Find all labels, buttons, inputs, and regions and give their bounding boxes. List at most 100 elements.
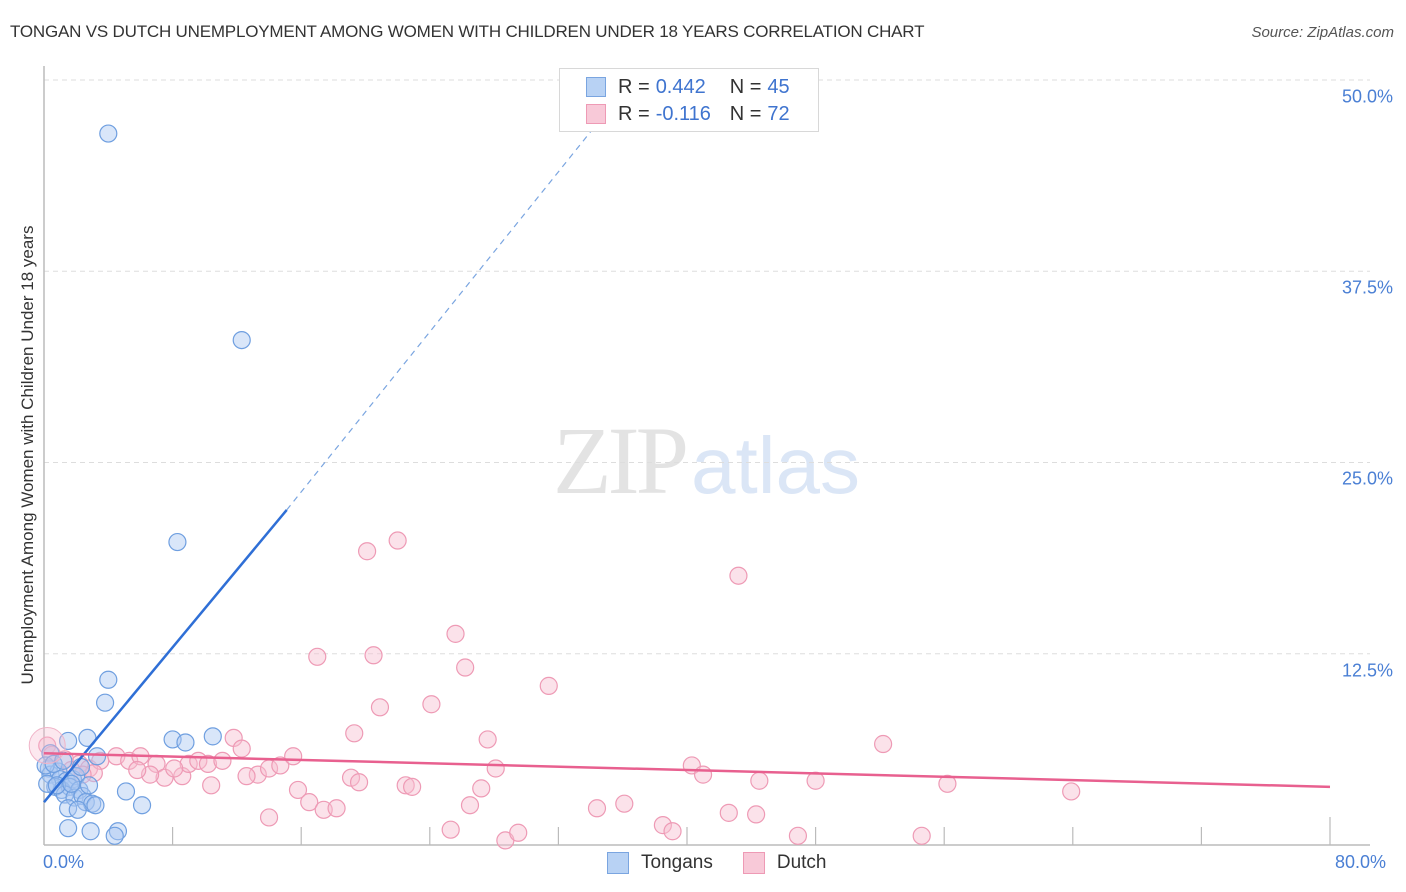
n-value: 72 bbox=[767, 102, 790, 125]
y-tick-12-5: 12.5% bbox=[1341, 660, 1393, 681]
data-point bbox=[168, 532, 187, 552]
axes bbox=[43, 66, 1370, 846]
data-point bbox=[388, 531, 407, 550]
data-point bbox=[472, 779, 491, 798]
data-point bbox=[105, 826, 124, 845]
watermark: ZIPatlas bbox=[553, 405, 860, 516]
dutch-swatch bbox=[586, 104, 606, 124]
data-point bbox=[912, 826, 931, 845]
data-point bbox=[478, 730, 497, 749]
data-point bbox=[747, 805, 766, 824]
y-tick-50: 50.0% bbox=[1341, 86, 1393, 107]
data-point bbox=[422, 695, 441, 714]
data-point bbox=[750, 771, 769, 790]
y-tick-25: 25.0% bbox=[1341, 468, 1393, 489]
legend-label-dutch: Dutch bbox=[776, 852, 827, 873]
trend-lines bbox=[43, 119, 1331, 803]
data-point bbox=[441, 820, 460, 839]
legend-item-tongans[interactable]: Tongans bbox=[607, 852, 713, 874]
data-point bbox=[288, 780, 308, 800]
watermark-atlas: atlas bbox=[691, 421, 860, 510]
r-label: R = bbox=[618, 102, 650, 125]
data-point bbox=[938, 774, 957, 793]
watermark-zip: ZIP bbox=[553, 407, 689, 514]
data-point bbox=[132, 796, 152, 815]
data-point bbox=[203, 727, 222, 746]
chart-title: TONGAN VS DUTCH UNEMPLOYMENT AMONG WOMEN… bbox=[10, 22, 925, 41]
r-value: -0.116 bbox=[655, 102, 711, 125]
data-point bbox=[213, 751, 232, 770]
data-point bbox=[165, 759, 184, 778]
data-point bbox=[1062, 782, 1081, 801]
r-value: 0.442 bbox=[655, 75, 706, 98]
data-point bbox=[81, 822, 100, 841]
tongans-swatch bbox=[607, 852, 629, 874]
data-point bbox=[59, 819, 78, 838]
data-point bbox=[364, 646, 383, 665]
data-point bbox=[693, 765, 713, 784]
n-label: N = bbox=[729, 75, 762, 98]
data-point bbox=[615, 794, 634, 813]
n-label: N = bbox=[729, 102, 762, 125]
data-point bbox=[271, 756, 290, 775]
data-point bbox=[99, 670, 118, 689]
data-point bbox=[198, 754, 218, 774]
data-point bbox=[719, 803, 738, 822]
data-point bbox=[460, 796, 480, 815]
x-tick-80: 80.0% bbox=[1335, 852, 1387, 872]
data-point bbox=[284, 747, 303, 766]
data-points bbox=[28, 124, 1081, 850]
data-point bbox=[539, 676, 558, 695]
data-point bbox=[370, 698, 390, 717]
series-legend: Tongans Dutch bbox=[607, 852, 856, 874]
y-axis-label: Unemployment Among Women with Children U… bbox=[18, 225, 37, 685]
legend-row-tongans: R = 0.442 N = 45 bbox=[586, 76, 790, 98]
data-point bbox=[232, 739, 251, 758]
n-value: 45 bbox=[767, 75, 790, 98]
gridlines bbox=[44, 79, 1370, 655]
data-point bbox=[86, 796, 105, 815]
data-point bbox=[663, 822, 682, 841]
data-point bbox=[874, 734, 893, 754]
data-point bbox=[300, 793, 319, 812]
data-point bbox=[79, 776, 99, 795]
legend-row-dutch: R = -0.116 N = 72 bbox=[586, 103, 790, 125]
data-point bbox=[87, 747, 107, 766]
data-point bbox=[653, 816, 672, 835]
data-point bbox=[446, 624, 465, 643]
y-tick-37-5: 37.5% bbox=[1341, 277, 1393, 298]
data-point bbox=[128, 760, 147, 780]
correlation-legend: R = 0.442 N = 45 R = -0.116 N = 72 bbox=[559, 68, 819, 132]
data-point bbox=[62, 774, 81, 793]
tongans-trend-extension bbox=[286, 119, 601, 511]
source-label: Source: ZipAtlas.com bbox=[1251, 24, 1394, 41]
data-point bbox=[308, 647, 327, 666]
data-point bbox=[509, 823, 528, 842]
r-label: R = bbox=[618, 75, 650, 98]
data-point bbox=[202, 776, 221, 795]
data-point bbox=[396, 776, 415, 795]
data-point bbox=[788, 826, 808, 845]
data-point bbox=[155, 768, 174, 787]
data-point bbox=[456, 658, 475, 677]
data-point bbox=[68, 800, 87, 819]
data-point bbox=[349, 773, 369, 792]
legend-item-dutch[interactable]: Dutch bbox=[742, 852, 827, 874]
x-tick-0: 0.0% bbox=[43, 852, 85, 872]
data-point bbox=[327, 799, 346, 818]
data-point bbox=[237, 767, 256, 786]
data-point bbox=[95, 693, 115, 712]
data-point bbox=[403, 777, 422, 796]
data-point bbox=[116, 782, 136, 801]
tongans-swatch bbox=[586, 77, 606, 97]
data-point bbox=[71, 757, 91, 777]
data-point bbox=[259, 808, 279, 827]
data-point bbox=[486, 759, 505, 778]
dutch-swatch bbox=[742, 852, 765, 874]
data-point bbox=[587, 799, 607, 818]
legend-label-tongans: Tongans bbox=[641, 852, 713, 873]
data-point bbox=[345, 724, 364, 743]
data-point bbox=[358, 542, 377, 561]
data-point bbox=[729, 566, 748, 585]
data-point bbox=[176, 733, 195, 752]
